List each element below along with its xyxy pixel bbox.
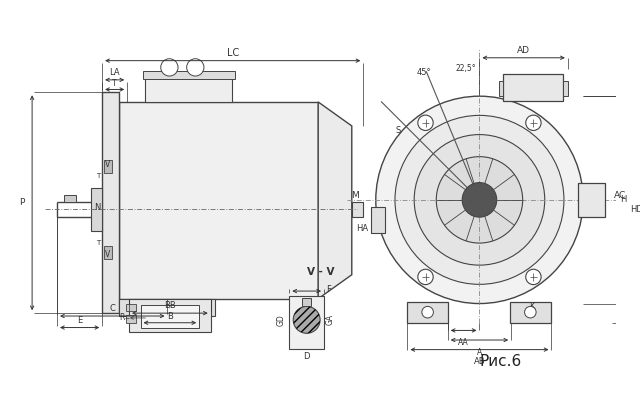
Text: N: N: [94, 203, 100, 212]
Circle shape: [293, 307, 320, 333]
Text: T: T: [96, 173, 100, 179]
Text: LC: LC: [227, 48, 239, 58]
Bar: [104, 246, 112, 259]
Text: P: P: [19, 198, 24, 207]
Bar: [504, 74, 563, 101]
Bar: [143, 71, 235, 79]
Text: HD: HD: [630, 205, 640, 214]
Text: AD: AD: [517, 46, 530, 55]
Text: R: R: [119, 314, 124, 322]
Text: F: F: [326, 285, 331, 294]
Circle shape: [418, 115, 433, 130]
Circle shape: [187, 59, 204, 76]
Text: BB: BB: [164, 301, 176, 310]
Text: GA: GA: [326, 314, 335, 325]
Circle shape: [418, 269, 433, 285]
Circle shape: [525, 115, 541, 130]
Text: V - V: V - V: [307, 267, 335, 277]
Text: ВӨНТӨЛ: ВӨНТӨЛ: [117, 227, 250, 255]
Circle shape: [422, 307, 433, 318]
Bar: [120, 102, 318, 299]
Text: V: V: [106, 160, 111, 169]
Bar: [102, 92, 120, 313]
Bar: [302, 298, 312, 307]
Bar: [289, 296, 324, 349]
Bar: [129, 299, 211, 332]
Text: M: M: [351, 191, 358, 200]
Text: K: K: [529, 302, 535, 311]
Text: C: C: [109, 304, 115, 313]
Bar: [64, 195, 76, 202]
Text: A: A: [477, 348, 482, 357]
Bar: [371, 207, 385, 233]
Bar: [145, 75, 232, 102]
Polygon shape: [318, 102, 352, 299]
Text: T: T: [96, 240, 100, 246]
Circle shape: [395, 116, 564, 285]
Text: S: S: [396, 126, 401, 135]
Text: H: H: [621, 195, 627, 204]
Bar: [126, 303, 136, 311]
Bar: [104, 160, 112, 173]
Circle shape: [376, 96, 583, 303]
Text: AA: AA: [458, 338, 469, 347]
Bar: [499, 81, 504, 96]
Bar: [120, 299, 216, 316]
Bar: [91, 188, 102, 231]
Circle shape: [525, 307, 536, 318]
Bar: [352, 202, 364, 217]
Circle shape: [436, 157, 523, 243]
Text: V: V: [106, 250, 111, 259]
Bar: [579, 183, 605, 217]
Circle shape: [525, 269, 541, 285]
Text: B: B: [167, 312, 173, 321]
Circle shape: [414, 134, 545, 265]
Text: GD: GD: [276, 314, 285, 326]
Circle shape: [462, 183, 497, 217]
Text: D: D: [303, 352, 310, 360]
Text: HA: HA: [356, 224, 368, 233]
Text: Рис.6: Рис.6: [479, 354, 522, 369]
Bar: [126, 315, 136, 323]
Bar: [141, 305, 199, 327]
Bar: [510, 301, 550, 323]
Text: AC: AC: [614, 191, 626, 200]
Text: 45°: 45°: [417, 68, 431, 77]
Bar: [563, 81, 568, 96]
Bar: [408, 301, 448, 323]
Text: 22,5°: 22,5°: [456, 64, 476, 73]
Circle shape: [161, 59, 178, 76]
Text: E: E: [77, 316, 83, 325]
Text: T: T: [113, 79, 117, 88]
Text: LA: LA: [109, 68, 120, 77]
Text: AB: AB: [474, 357, 485, 366]
